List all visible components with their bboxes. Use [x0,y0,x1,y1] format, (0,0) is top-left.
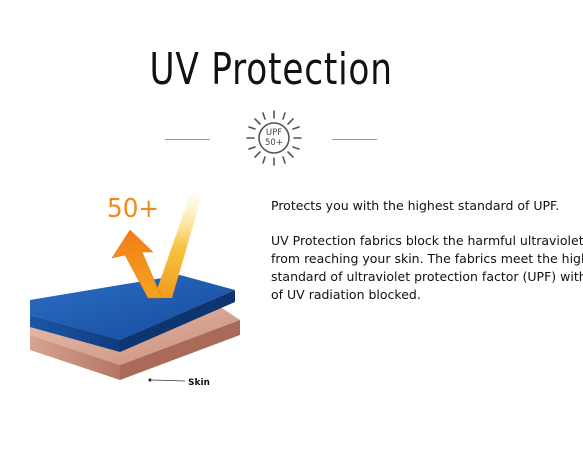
description: Protects you with the highest standard o… [271,197,583,304]
reflected-arrow [111,229,163,299]
page-title: UV Protection [149,44,393,95]
divider-left [165,139,210,140]
body-line: standard of ultraviolet protection facto… [271,269,583,284]
body-text: UV Protection fabrics block the harmful … [271,232,583,304]
uv-ray [154,195,202,298]
lead-text: Protects you with the highest standard o… [271,198,560,213]
badge-upf-value: 50+ [265,138,283,148]
upf-rating-label: 50+ [107,194,160,224]
body-line: from reaching your skin. The fabrics mee… [271,251,583,266]
upf-badge: UPF 50+ [243,107,305,169]
fabric-layer [30,275,235,352]
sun-icon [246,110,302,166]
badge-upf-label: UPF [265,128,283,138]
divider-right [332,139,377,140]
skin-label: Skin [188,378,210,388]
body-line: UV Protection fabrics block the harmful … [271,233,583,248]
body-line: of UV radiation blocked. [271,287,421,302]
uv-fabric-illustration [30,195,240,382]
